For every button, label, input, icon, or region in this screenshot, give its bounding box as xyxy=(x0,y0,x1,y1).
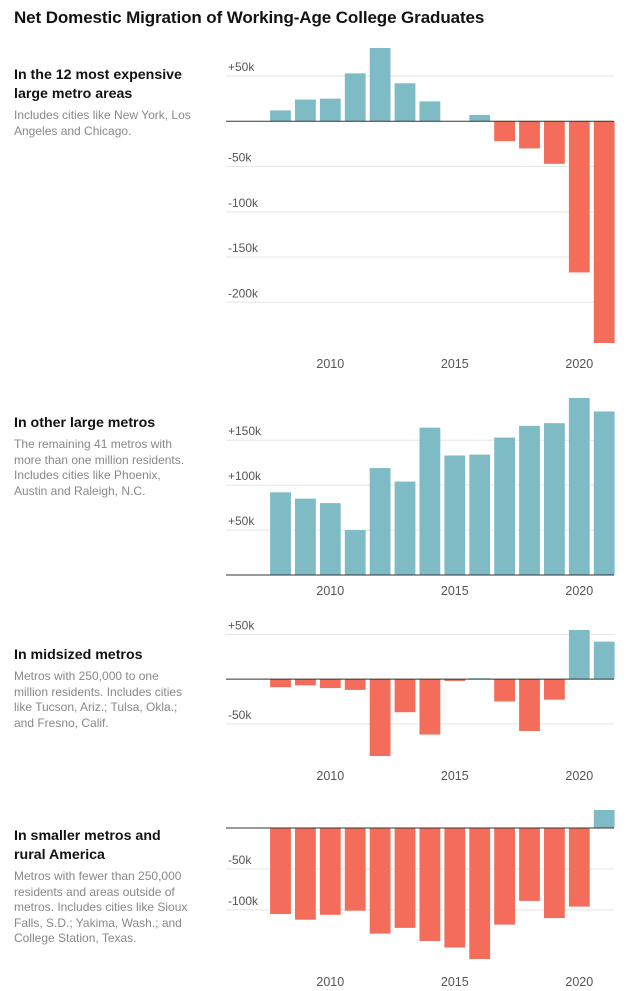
panel-3-description: Metros with 250,000 to one million resid… xyxy=(14,669,183,730)
panel-4-bar-2017 xyxy=(494,828,515,925)
panel-2-bar-2017 xyxy=(494,437,515,575)
panel-2-heading: In other large metros xyxy=(14,415,156,431)
panel-3-x-tick-label: 2010 xyxy=(316,769,344,783)
panel-1-bar-2012 xyxy=(369,48,391,122)
panel-1-description: Includes cities like New York, Los Angel… xyxy=(14,108,191,138)
panel-2-x-tick-label: 2015 xyxy=(441,584,469,598)
panel-3-bar-2020 xyxy=(568,630,590,680)
panel-1-bar-2017 xyxy=(494,121,515,142)
panel-1-bar-2019 xyxy=(544,121,565,164)
panel-2-bar-2021 xyxy=(593,411,615,575)
panel-4-bar-2008 xyxy=(270,828,291,914)
panel-3-bar-2011 xyxy=(344,679,366,690)
panel-4-text: In smaller metros and rural America Metr… xyxy=(14,827,196,947)
panel-2-bar-2016 xyxy=(469,454,491,575)
panel-4-bar-2021 xyxy=(593,810,615,829)
panel-1-bar-2010 xyxy=(319,98,341,122)
panel-2-bar-2009 xyxy=(295,498,316,575)
panel-1-bar-2013 xyxy=(394,83,416,122)
panel-1-y-tick-label: -50k xyxy=(228,151,252,165)
panel-2-y-tick-label: +50k xyxy=(228,514,255,528)
panel-4-x-tick-label: 2020 xyxy=(565,975,593,989)
panel-1-bar-2018 xyxy=(519,121,540,149)
panel-1-y-tick-label: -150k xyxy=(228,241,259,255)
panel-4-bar-2020 xyxy=(568,828,590,907)
panel-2-x-tick-label: 2020 xyxy=(565,584,593,598)
panel-4-bar-2015 xyxy=(444,828,466,948)
chart-title: Net Domestic Migration of Working-Age Co… xyxy=(14,8,485,27)
panel-2-bar-2008 xyxy=(270,492,291,575)
panel-4-bar-2014 xyxy=(419,828,441,941)
panel-2-bar-2020 xyxy=(568,398,590,575)
panel-2-x-tick-label: 2010 xyxy=(316,584,344,598)
panel-3-bar-2017 xyxy=(494,679,515,702)
panel-1-bar-2011 xyxy=(344,73,366,122)
panel-3-bar-2012 xyxy=(369,679,391,756)
panel-3-bar-2010 xyxy=(319,679,341,689)
panel-2-description: The remaining 41 metros with more than o… xyxy=(14,437,185,498)
panel-4-bar-2011 xyxy=(344,828,366,911)
panel-2-y-tick-label: +150k xyxy=(228,424,262,438)
panel-4-bar-2012 xyxy=(369,828,391,934)
panel-3-bar-2014 xyxy=(419,679,441,735)
panel-4-bar-2018 xyxy=(519,828,540,901)
panel-4-y-tick-label: -50k xyxy=(228,853,252,867)
panel-3-y-tick-label: -50k xyxy=(228,708,252,722)
panel-1-x-tick-label: 2010 xyxy=(316,357,344,371)
panel-3-bar-2019 xyxy=(544,679,565,700)
panel-2-y-tick-label: +100k xyxy=(228,469,262,483)
panel-1-bar-2016 xyxy=(469,114,491,122)
panel-1-bar-2009 xyxy=(295,99,316,122)
panel-2-bar-2011 xyxy=(344,530,366,575)
panel-4-x-tick-label: 2015 xyxy=(441,975,469,989)
panel-3-text: In midsized metros Metros with 250,000 t… xyxy=(14,646,196,731)
panel-2-bar-2013 xyxy=(394,481,416,575)
panel-2-bar-2012 xyxy=(369,468,391,575)
panel-1-x-tick-label: 2015 xyxy=(441,357,469,371)
panel-3-y-tick-label: +50k xyxy=(228,618,255,632)
panel-2-bar-2019 xyxy=(544,423,565,575)
panel-3-heading: In midsized metros xyxy=(14,647,143,663)
panel-4-bar-2013 xyxy=(394,828,416,928)
panel-2-bar-2014 xyxy=(419,427,441,575)
panel-1-bar-2008 xyxy=(270,110,291,122)
panel-1-y-tick-label: -200k xyxy=(228,286,259,300)
panel-1-bar-2020 xyxy=(568,121,590,273)
panel-4-bar-2016 xyxy=(469,828,491,959)
panel-2-bar-2010 xyxy=(319,503,341,575)
panel-2-text: In other large metros The remaining 41 m… xyxy=(14,414,196,499)
panel-3-bar-2009 xyxy=(295,679,316,686)
panel-1-heading: In the 12 most expensive large metro are… xyxy=(14,67,182,102)
panel-3-bar-2021 xyxy=(593,641,615,680)
panel-4-x-tick-label: 2010 xyxy=(316,975,344,989)
panel-3-bar-2018 xyxy=(519,679,540,731)
panel-4-bar-2019 xyxy=(544,828,565,919)
panel-1-bar-2014 xyxy=(419,101,441,122)
panel-2-bar-2015 xyxy=(444,455,466,575)
panel-3-bar-2013 xyxy=(394,679,416,713)
panel-4-heading: In smaller metros and rural America xyxy=(14,828,161,863)
panel-4-y-tick-label: -100k xyxy=(228,894,259,908)
panel-3-x-tick-label: 2015 xyxy=(441,769,469,783)
panel-4-description: Metros with fewer than 250,000 residents… xyxy=(14,869,188,945)
panel-1-y-tick-label: +50k xyxy=(228,60,255,74)
panel-1-text: In the 12 most expensive large metro are… xyxy=(14,66,196,139)
panel-4-bar-2010 xyxy=(319,828,341,915)
panel-2-bar-2018 xyxy=(519,425,540,575)
panel-4-bar-2009 xyxy=(295,828,316,920)
panel-3-bar-2015 xyxy=(444,679,466,681)
panel-1-y-tick-label: -100k xyxy=(228,196,259,210)
panel-1-bar-2021 xyxy=(593,121,615,343)
panel-3-bar-2008 xyxy=(270,679,291,688)
panel-1-x-tick-label: 2020 xyxy=(565,357,593,371)
panel-3-x-tick-label: 2020 xyxy=(565,769,593,783)
